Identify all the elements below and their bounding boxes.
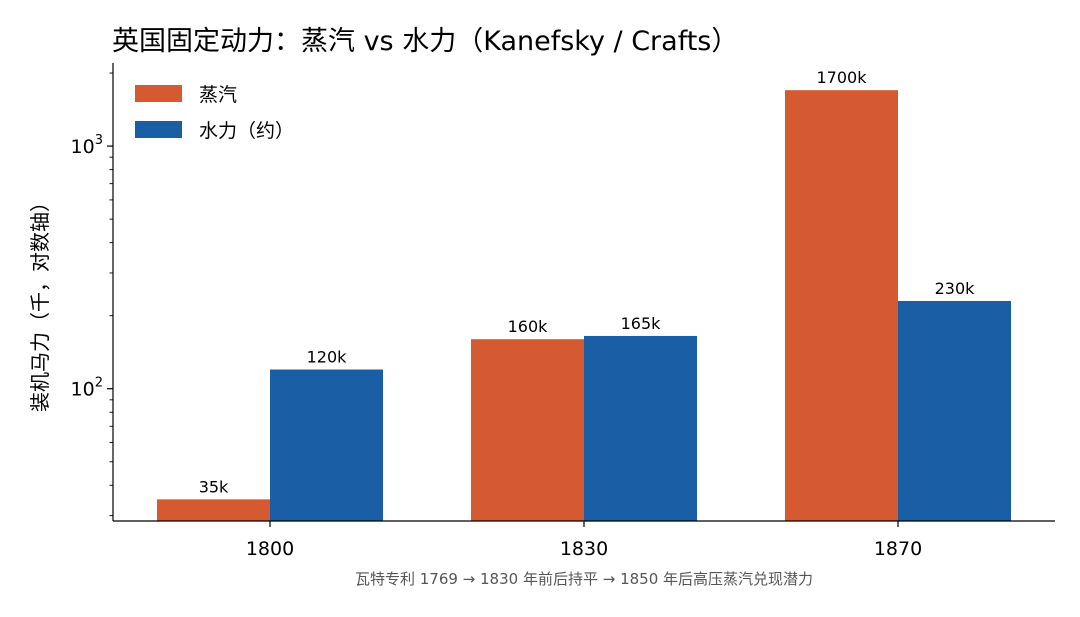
x-tick-label: 1800 [246,538,294,560]
legend-swatch [135,121,182,138]
legend-label: 蒸汽 [199,84,237,106]
data-label: 120k [307,348,348,367]
bar-labels: 35k 120k 160k 165k 1700k 230k [199,68,975,496]
y-axis-label: 装机马力（千，对数轴） [28,192,52,412]
legend-label: 水力（约） [199,120,294,142]
legend-swatch [135,85,182,102]
chart-title: 英国固定动力：蒸汽 vs 水力（Kanefsky / Crafts） [112,26,738,57]
data-label: 230k [935,279,976,298]
y-tick-label: 103 [71,133,103,158]
x-tick-label: 1830 [560,538,608,560]
bar-1830-steam [471,339,584,521]
data-label: 35k [199,477,229,496]
data-label: 165k [621,314,662,333]
data-label: 1700k [817,68,868,87]
data-label: 160k [508,317,549,336]
y-tick-label: 102 [71,376,103,401]
x-tick-label: 1870 [874,538,922,560]
bar-1800-water [270,369,383,521]
x-axis-label: 瓦特专利 1769 → 1830 年前后持平 → 1850 年后高压蒸汽兑现潜力 [355,570,813,588]
y-ticks: 102 103 [71,72,113,517]
bar-1870-water [898,300,1011,521]
bars [157,90,1011,522]
x-ticks: 1800 1830 1870 [246,521,922,560]
bar-1800-steam [157,499,270,521]
bar-1870-steam [785,90,898,522]
bar-1830-water [584,335,697,521]
